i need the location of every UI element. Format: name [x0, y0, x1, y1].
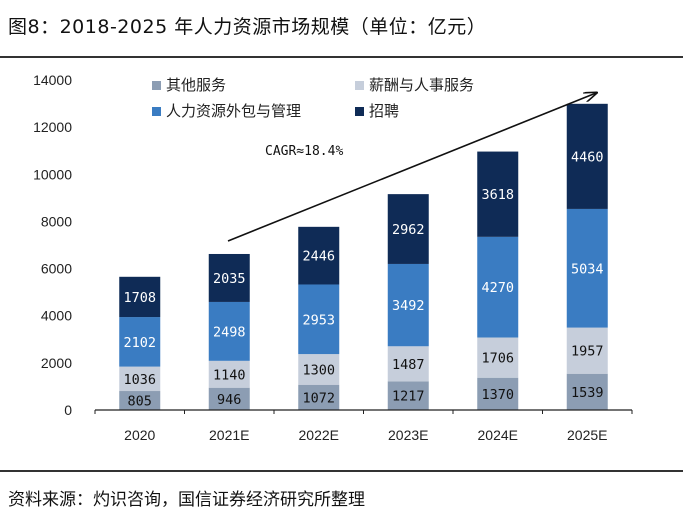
bar-segment [208, 301, 250, 361]
bar-segment [208, 253, 250, 302]
bar-segment [119, 391, 161, 410]
y-tick-label: 4000 [41, 308, 72, 324]
bar-value-label: 2446 [302, 249, 335, 265]
bar-value-label: 3618 [481, 187, 514, 203]
bar-segment [387, 263, 429, 347]
x-tick-label: 2020 [124, 427, 155, 443]
bar-segment [208, 360, 250, 388]
bottom-rule [0, 470, 683, 472]
legend-label: 人力资源外包与管理 [166, 102, 301, 120]
bar-value-label: 1300 [302, 362, 335, 378]
legend-swatch [152, 107, 161, 116]
x-tick-label: 2024E [478, 427, 518, 443]
legend-label: 招聘 [369, 102, 399, 120]
bar-segment [208, 387, 250, 410]
bar-segment [566, 327, 608, 374]
bar-segment [119, 276, 161, 318]
bar-value-label: 2962 [392, 222, 425, 238]
bar-value-label: 1708 [123, 290, 156, 306]
x-axis: 2020 2021E 2022E 2023E 2024E 2025E [94, 409, 633, 443]
x-tick-label: 2025E [567, 427, 607, 443]
bar-value-label: 805 [128, 394, 152, 410]
bar-value-label: 1957 [571, 344, 604, 360]
top-rule [0, 56, 683, 58]
bar-segment [387, 194, 429, 264]
y-tick-label: 10000 [33, 166, 72, 182]
x-tick-label: 2021E [209, 427, 249, 443]
bar-segment [119, 317, 161, 367]
bar-value-label: 1036 [123, 372, 156, 388]
bar-value-label: 1140 [213, 367, 246, 383]
y-tick-label: 14000 [33, 72, 72, 88]
bar-segment [298, 384, 340, 410]
cagr-annotation: CAGR≈18.4% [265, 144, 343, 159]
legend-swatch [152, 81, 161, 90]
x-tick-label: 2022E [299, 427, 339, 443]
bar-segment [298, 354, 340, 385]
growth-arrow [227, 93, 596, 242]
bar-value-label: 1539 [571, 385, 604, 401]
bar-segment [566, 103, 608, 209]
bar-value-label: 2953 [302, 312, 335, 328]
y-tick-label: 6000 [41, 261, 72, 277]
y-axis: 0 2000 4000 6000 8000 10000 12000 14000 [33, 72, 72, 418]
bar-segment [477, 377, 519, 410]
legend-swatch [355, 107, 364, 116]
bar-value-label: 1072 [302, 390, 335, 406]
stacked-bar-chart: 0 2000 4000 6000 8000 10000 12000 14000 805 1036… [33, 72, 633, 443]
bar-value-label: 2102 [123, 335, 156, 351]
figure-title: 图8：2018-2025 年人力资源市场规模（单位：亿元） [8, 16, 487, 38]
bar-segment [119, 366, 161, 392]
legend-label: 薪酬与人事服务 [369, 76, 474, 94]
legend-swatch [355, 81, 364, 90]
y-tick-label: 12000 [33, 119, 72, 135]
legend-label: 其他服务 [166, 76, 226, 94]
bar-value-label: 1706 [481, 351, 514, 367]
source-note: 资料来源：灼识咨询，国信证券经济研究所整理 [8, 490, 365, 510]
bar-value-label: 1217 [392, 389, 425, 405]
bar-segment [566, 373, 608, 410]
bar-segment [387, 381, 429, 410]
y-tick-label: 0 [64, 402, 72, 418]
bar-value-label: 4460 [571, 149, 604, 165]
bar-value-label: 2035 [213, 271, 246, 287]
x-tick-label: 2023E [388, 427, 428, 443]
bar-segment [298, 284, 340, 355]
bar-segment [477, 236, 519, 338]
bar-segment [566, 208, 608, 328]
bar-value-label: 1370 [481, 387, 514, 403]
bar-segment [298, 226, 340, 285]
bar-segment [387, 346, 429, 382]
y-tick-label: 2000 [41, 355, 72, 371]
bar-value-label: 2498 [213, 324, 246, 340]
bar-value-label: 4270 [481, 280, 514, 296]
bar-value-label: 1487 [392, 357, 425, 373]
y-tick-label: 8000 [41, 213, 72, 229]
bar-value-label: 3492 [392, 298, 425, 314]
bar-segment [477, 151, 519, 237]
bar-value-label: 5034 [571, 261, 604, 277]
bar-stacks: 805 1036 2102 1708 946 1140 2498 2035 1072 1300 29… [119, 103, 608, 410]
bar-segment [477, 337, 519, 378]
bar-value-label: 946 [217, 392, 241, 408]
